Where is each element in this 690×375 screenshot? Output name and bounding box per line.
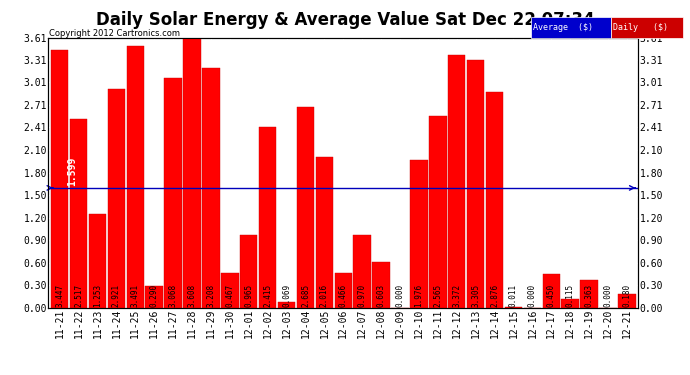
Text: 3.208: 3.208 — [206, 284, 215, 307]
Text: 1.599: 1.599 — [67, 156, 77, 186]
Text: 0.000: 0.000 — [528, 284, 537, 307]
Bar — [505, 307, 522, 308]
Bar — [70, 119, 87, 308]
Bar — [51, 50, 68, 308]
Text: 2.876: 2.876 — [490, 284, 499, 307]
Bar — [126, 46, 144, 308]
Text: 2.517: 2.517 — [74, 284, 83, 307]
Text: 0.000: 0.000 — [395, 284, 404, 307]
Text: 1.599: 1.599 — [627, 156, 637, 186]
Text: 3.372: 3.372 — [452, 284, 461, 307]
Bar — [335, 273, 352, 308]
Text: Daily   ($): Daily ($) — [613, 23, 668, 32]
Bar — [429, 116, 446, 308]
Bar — [240, 236, 257, 308]
Bar — [373, 262, 390, 308]
Text: 0.115: 0.115 — [566, 284, 575, 307]
Text: Daily Solar Energy & Average Value Sat Dec 22 07:34: Daily Solar Energy & Average Value Sat D… — [96, 11, 594, 29]
Bar — [221, 273, 239, 308]
Bar — [259, 127, 276, 308]
Text: 3.305: 3.305 — [471, 284, 480, 307]
Bar — [411, 160, 428, 308]
Bar — [108, 89, 125, 308]
Text: Copyright 2012 Cartronics.com: Copyright 2012 Cartronics.com — [49, 29, 180, 38]
Bar — [146, 286, 163, 308]
Text: 1.253: 1.253 — [93, 284, 102, 307]
Bar — [89, 214, 106, 308]
Text: 0.450: 0.450 — [546, 284, 555, 307]
Bar — [562, 299, 579, 307]
Text: 3.447: 3.447 — [55, 284, 64, 307]
Text: 2.415: 2.415 — [263, 284, 272, 307]
Text: 2.016: 2.016 — [320, 284, 329, 307]
Bar — [486, 92, 503, 308]
Bar — [467, 60, 484, 308]
Text: 2.565: 2.565 — [433, 284, 442, 307]
Text: 0.363: 0.363 — [584, 284, 593, 307]
Bar — [315, 157, 333, 308]
Text: 0.466: 0.466 — [339, 284, 348, 307]
Text: 3.068: 3.068 — [168, 284, 177, 307]
Bar — [448, 55, 466, 308]
Bar — [580, 280, 598, 308]
Text: Average  ($): Average ($) — [533, 23, 593, 32]
Text: 3.608: 3.608 — [188, 284, 197, 307]
Text: 2.685: 2.685 — [301, 284, 310, 307]
Bar — [542, 274, 560, 308]
Text: 0.069: 0.069 — [282, 284, 291, 307]
Bar — [202, 68, 219, 308]
Text: 0.603: 0.603 — [377, 284, 386, 307]
Bar — [618, 294, 635, 307]
Text: 0.467: 0.467 — [226, 284, 235, 307]
Bar — [278, 302, 295, 307]
Text: 0.965: 0.965 — [244, 284, 253, 307]
Text: 0.011: 0.011 — [509, 284, 518, 307]
Text: 0.970: 0.970 — [357, 284, 366, 307]
Text: 0.180: 0.180 — [622, 284, 631, 307]
Bar — [184, 38, 201, 308]
Text: 0.290: 0.290 — [150, 284, 159, 307]
Text: 3.491: 3.491 — [131, 284, 140, 307]
Bar — [164, 78, 181, 308]
Bar — [297, 106, 314, 308]
Bar — [353, 235, 371, 308]
Text: 2.921: 2.921 — [112, 284, 121, 307]
Text: 0.000: 0.000 — [604, 284, 613, 307]
Text: 1.976: 1.976 — [415, 284, 424, 307]
